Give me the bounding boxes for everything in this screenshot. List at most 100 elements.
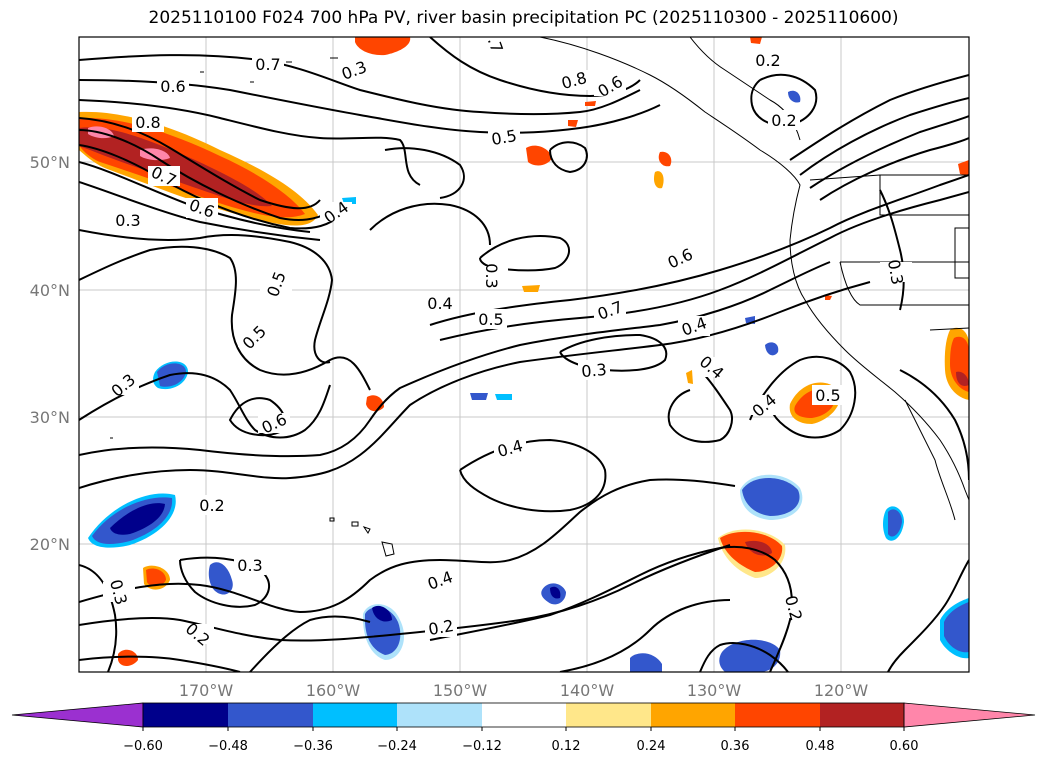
colorbar-tick-label: −0.24 <box>377 739 417 754</box>
contour-label: 0.5 <box>475 309 507 329</box>
lat-labels: 50°N 40°N 30°N 20°N <box>30 153 70 554</box>
colorbar-min-arrow <box>11 702 144 728</box>
contour-label: 0.5 <box>238 322 270 353</box>
colorbar-segment <box>313 703 397 727</box>
lon-label-170w: 170°W <box>179 681 234 700</box>
svg-text:0.3: 0.3 <box>106 577 131 607</box>
colorbar-segment <box>651 703 735 727</box>
colorbar-segment <box>482 703 566 727</box>
contour-label: 0.7 <box>252 54 284 74</box>
lon-label-160w: 160°W <box>306 681 361 700</box>
svg-text:0.2: 0.2 <box>427 616 455 639</box>
contour-label: 0.8 <box>558 68 590 93</box>
contour-label: 0.3 <box>880 258 912 286</box>
contour-label: 0.3 <box>234 555 266 575</box>
contour-label: 0.2 <box>425 616 457 639</box>
contour-label: 0.7 <box>148 162 180 190</box>
map-title: 2025110100 F024 700 hPa PV, river basin … <box>148 8 899 28</box>
svg-text:0.5: 0.5 <box>263 269 290 299</box>
contour-label: 0.2 <box>182 619 214 650</box>
north-america-coast <box>539 37 969 501</box>
contour-label: 0.6 <box>258 409 290 437</box>
coastlines <box>539 37 969 521</box>
svg-text:0.5: 0.5 <box>815 386 840 405</box>
contour-label: 0.3 <box>476 263 508 289</box>
contour-label: 0.4 <box>424 567 456 594</box>
svg-text:0.4: 0.4 <box>696 352 728 383</box>
contour-label: 0.6 <box>157 76 189 96</box>
svg-text:0.7: 0.7 <box>480 25 507 55</box>
colorbar-tick-label: 0.60 <box>890 739 919 754</box>
lon-labels: 170°W 160°W 150°W 140°W 130°W 120°W <box>179 681 869 700</box>
lat-label-30n: 30°N <box>30 408 70 427</box>
colorbar-segment <box>566 703 651 727</box>
svg-text:0.3: 0.3 <box>884 258 907 286</box>
lat-label-50n: 50°N <box>30 153 70 172</box>
contour-label: 0.3 <box>103 577 135 607</box>
contour-label: 0.5 <box>260 269 292 299</box>
lat-label-40n: 40°N <box>30 281 70 300</box>
svg-text:0.3: 0.3 <box>237 556 262 575</box>
colorbar-ticks <box>142 727 905 731</box>
colorbar-segment <box>735 703 820 727</box>
svg-text:0.5: 0.5 <box>490 126 518 149</box>
colorbar-max-arrow <box>903 702 1036 728</box>
colorbar-segment <box>397 703 482 727</box>
contour-label: 0.4 <box>678 313 710 340</box>
colorbar-tick-label: −0.12 <box>462 739 502 754</box>
contour-label: 0.3 <box>107 370 139 401</box>
contour-label: 0.5 <box>812 385 844 405</box>
svg-text:0.3: 0.3 <box>581 360 608 381</box>
colorbar-tick-label: 0.48 <box>806 739 835 754</box>
contour-label: 0.2 <box>778 593 810 623</box>
colorbar: −0.60 −0.48 −0.36 −0.24 −0.12 0.12 0.24 … <box>11 702 1036 754</box>
colorbar-tick-label: −0.48 <box>208 739 248 754</box>
precip-blob-alaska <box>355 37 411 56</box>
svg-text:0.8: 0.8 <box>135 113 160 132</box>
svg-text:0.3: 0.3 <box>115 211 140 230</box>
svg-text:0.3: 0.3 <box>482 263 501 288</box>
contour-label: 0.4 <box>494 436 526 461</box>
svg-text:0.2: 0.2 <box>182 619 214 650</box>
colorbar-segment <box>143 703 228 727</box>
svg-text:0.7: 0.7 <box>255 55 280 74</box>
contour-label: 0.5 <box>488 126 520 149</box>
colorbar-segment <box>820 703 904 727</box>
plot-frame <box>78 36 970 673</box>
svg-text:0.5: 0.5 <box>239 322 270 353</box>
lat-label-20n: 20°N <box>30 535 70 554</box>
colorbar-tick-label: −0.60 <box>123 739 163 754</box>
contour-label: 0.2 <box>196 495 228 515</box>
svg-text:0.6: 0.6 <box>160 77 185 96</box>
colorbar-tick-label: −0.36 <box>293 739 333 754</box>
lon-label-130w: 130°W <box>687 681 742 700</box>
contour-label: 0.2 <box>752 50 784 70</box>
contour-label: 0.6 <box>664 244 696 272</box>
contour-label: 0.6 <box>186 195 218 222</box>
lon-label-140w: 140°W <box>560 681 615 700</box>
lon-label-120w: 120°W <box>814 681 869 700</box>
contour-label: 0.4 <box>696 352 728 383</box>
contour-label: 0.7 <box>478 25 510 55</box>
contour-label: 0.6 <box>594 72 626 101</box>
islands <box>110 57 395 557</box>
lon-label-150w: 150°W <box>433 681 488 700</box>
colorbar-tick-label: 0.12 <box>552 739 581 754</box>
contour-label: 0.7 <box>594 297 626 324</box>
svg-text:0.4: 0.4 <box>427 294 452 313</box>
svg-text:0.2: 0.2 <box>755 51 780 70</box>
svg-text:0.2: 0.2 <box>771 111 796 130</box>
svg-text:0.3: 0.3 <box>107 370 139 401</box>
svg-text:0.2: 0.2 <box>199 496 224 515</box>
contour-label: 0.3 <box>338 57 370 84</box>
colorbar-segment <box>228 703 313 727</box>
contour-label: 0.2 <box>768 110 800 130</box>
contour-label: 0.3 <box>112 210 144 230</box>
colorbar-tick-label: 0.24 <box>637 739 666 754</box>
contour-label: 0.8 <box>132 112 164 132</box>
map-layer: 0.7 0.6 0.8 0.7 0.6 0.3 0.4 0.5 0.5 0.6 … <box>79 25 969 672</box>
svg-text:0.5: 0.5 <box>478 310 503 329</box>
contour-label: 0.3 <box>578 360 610 381</box>
contour-label: 0.4 <box>424 293 456 313</box>
